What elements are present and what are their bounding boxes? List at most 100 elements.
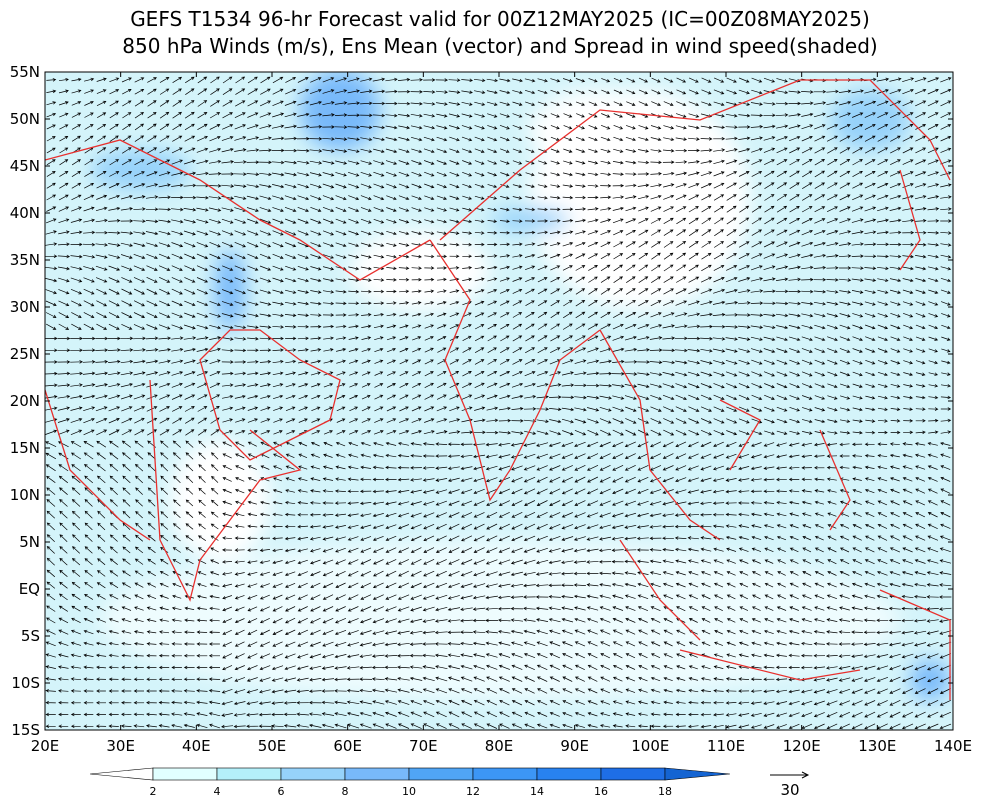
wind-arrow: [587, 218, 599, 223]
wind-arrow: [650, 137, 662, 142]
wind-arrow: [663, 288, 674, 295]
wind-arrow: [260, 500, 270, 505]
wind-arrow: [776, 124, 789, 129]
wind-arrow: [72, 522, 81, 531]
wind-arrow: [95, 406, 108, 412]
wind-arrow: [775, 277, 789, 281]
wind-arrow: [234, 136, 247, 141]
wind-arrow: [776, 371, 788, 377]
wind-arrow: [562, 207, 574, 211]
wind-arrow: [588, 101, 598, 106]
wind-arrow: [575, 195, 586, 200]
wind-arrow: [688, 276, 700, 283]
wind-arrow: [712, 348, 726, 353]
wind-arrow: [662, 324, 675, 329]
wind-arrow: [612, 347, 625, 352]
wind-arrow: [435, 466, 448, 470]
wind-arrow: [500, 184, 510, 189]
wind-arrow: [83, 194, 95, 201]
wind-arrow: [550, 101, 560, 106]
wind-arrow: [651, 101, 661, 107]
wind-arrow: [588, 311, 599, 319]
wind-arrow: [612, 161, 624, 165]
wind-arrow: [587, 359, 600, 364]
wind-arrow: [109, 475, 119, 484]
wind-arrow: [700, 182, 712, 189]
wind-arrow: [802, 170, 813, 178]
wind-arrow: [398, 171, 410, 177]
wind-arrow: [348, 183, 360, 189]
wind-arrow: [385, 512, 397, 518]
wind-arrow: [687, 300, 700, 306]
wind-arrow: [461, 136, 473, 142]
wind-arrow: [726, 430, 738, 436]
wind-arrow: [675, 383, 688, 389]
wind-arrow: [386, 312, 397, 317]
wind-arrow: [675, 160, 688, 164]
wind-arrow: [122, 499, 131, 507]
wind-arrow: [322, 266, 335, 271]
wind-arrow: [713, 406, 725, 412]
wind-arrow: [600, 218, 612, 223]
wind-arrow: [209, 265, 221, 271]
wind-arrow: [411, 301, 422, 305]
wind-arrow: [915, 372, 926, 376]
wind-arrow: [424, 254, 435, 259]
wind-arrow: [764, 430, 775, 436]
wind-arrow: [109, 159, 120, 166]
wind-arrow: [511, 406, 524, 411]
wind-arrow: [512, 196, 523, 200]
wind-arrow: [902, 135, 914, 142]
wind-arrow: [58, 312, 70, 318]
wind-arrow: [185, 452, 194, 460]
wind-arrow: [247, 241, 259, 248]
wind-arrow: [625, 323, 637, 330]
wind-arrow: [449, 289, 460, 293]
wind-arrow: [410, 489, 422, 494]
wind-arrow: [523, 476, 536, 483]
lat-label: 40N: [10, 204, 40, 222]
wind-arrow: [763, 289, 776, 293]
wind-arrow: [424, 207, 435, 212]
wind-arrow: [146, 276, 158, 283]
wind-arrow: [637, 195, 650, 200]
wind-arrow: [550, 113, 560, 118]
wind-arrow: [173, 499, 181, 507]
wind-arrow: [399, 406, 409, 412]
wind-arrow: [701, 229, 712, 237]
wind-arrow: [374, 347, 384, 353]
wind-arrow: [361, 406, 371, 412]
wind-arrow: [297, 524, 309, 529]
wind-arrow: [83, 266, 96, 271]
wind-arrow: [826, 112, 839, 118]
wind-arrow: [185, 100, 195, 107]
wind-arrow: [45, 452, 57, 460]
wind-arrow: [485, 477, 498, 483]
wind-arrow: [674, 348, 688, 353]
wind-arrow: [625, 172, 637, 176]
wind-arrow: [865, 336, 876, 342]
wind-arrow: [511, 511, 523, 518]
wind-arrow: [637, 465, 649, 471]
wind-arrow: [399, 324, 409, 329]
wind-arrow: [435, 489, 448, 494]
wind-arrow: [297, 112, 310, 117]
wind-arrow: [498, 523, 510, 530]
wind-arrow: [600, 207, 612, 211]
wind-arrow: [108, 206, 121, 211]
wind-arrow: [147, 111, 157, 119]
wind-arrow: [121, 171, 133, 177]
wind-arrow: [587, 230, 599, 235]
wind-arrow: [512, 207, 523, 212]
wind-arrow: [852, 465, 862, 470]
wind-arrow: [424, 347, 434, 353]
wind-arrow: [171, 336, 184, 340]
wind-arrow: [348, 230, 360, 236]
wind-arrow: [637, 324, 650, 330]
wind-arrow: [436, 195, 448, 200]
wind-arrow: [334, 113, 348, 117]
wind-arrow: [134, 88, 145, 95]
wind-arrow: [865, 500, 875, 506]
wind-arrow: [637, 395, 650, 400]
wind-arrow: [271, 160, 285, 165]
